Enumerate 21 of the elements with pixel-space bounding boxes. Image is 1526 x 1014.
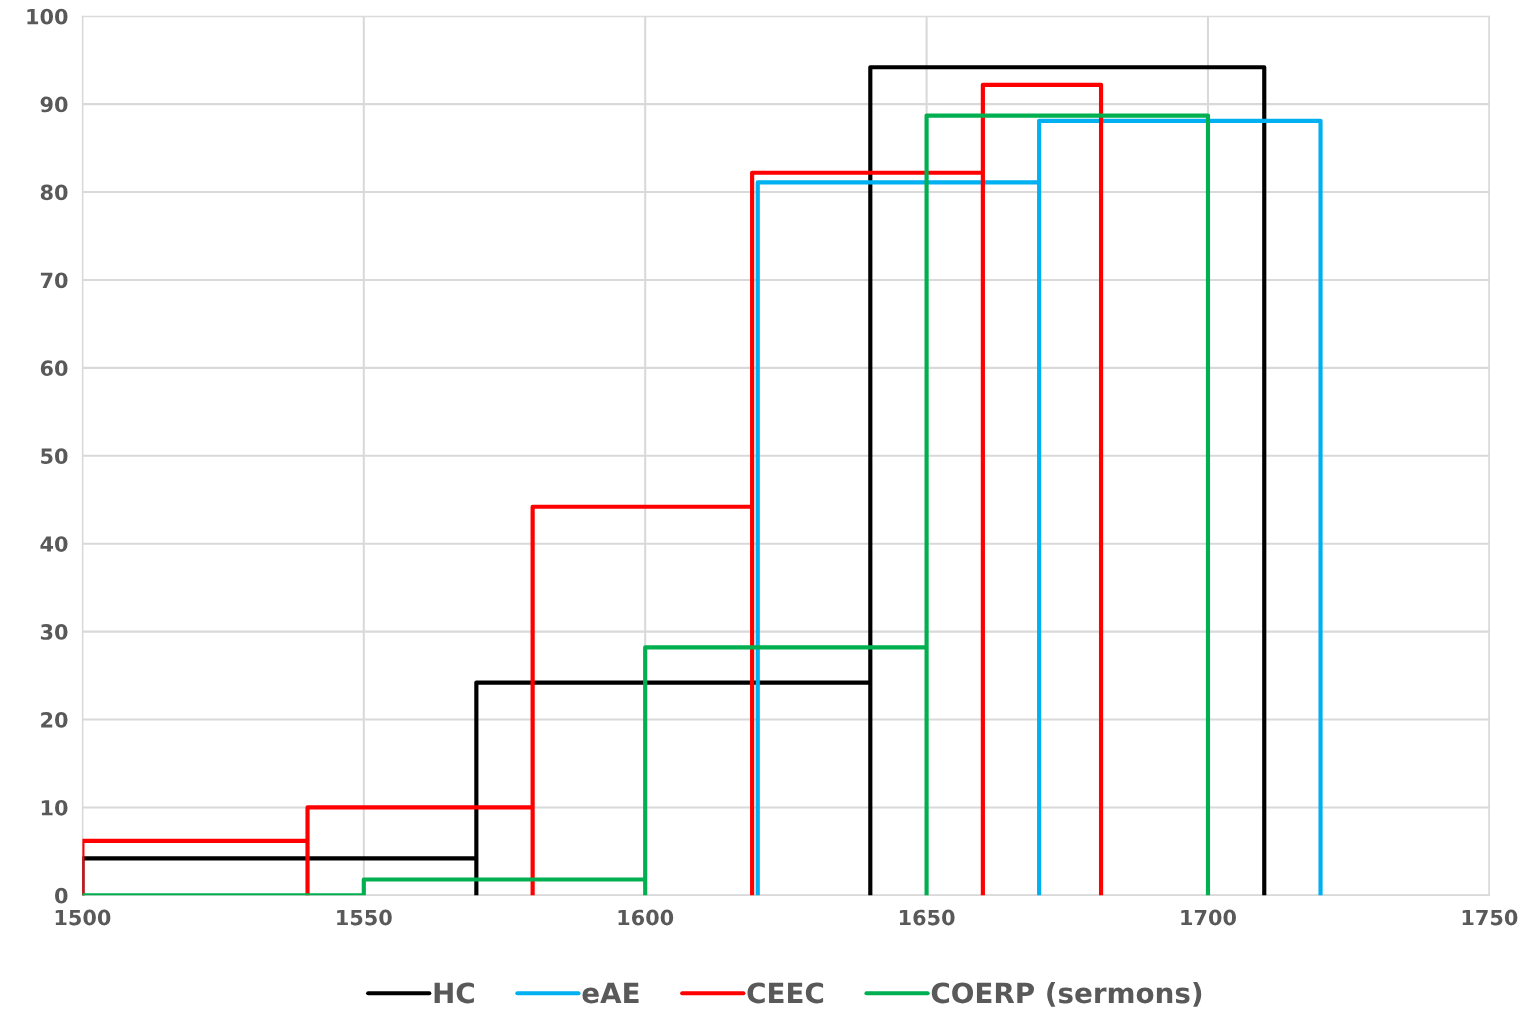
y-tick-label: 100 [27,8,68,25]
legend-label: COERP (sermons) [931,981,1202,1007]
legend-label: eAE [582,982,639,1004]
x-tick-label: 1650 [899,909,955,926]
y-tick-label: 80 [40,184,68,201]
y-tick-label: 10 [41,799,68,816]
y-tick-label: 50 [41,448,68,464]
y-tick-label: 40 [40,536,68,552]
legend-label: CEEC [747,982,824,1004]
y-tick-label: 60 [40,360,68,377]
y-tick-label: 30 [40,624,68,640]
y-tick-label: 20 [41,711,68,728]
x-tick-label: 1550 [337,909,392,926]
x-tick-label: 1750 [1462,909,1518,926]
x-tick-label: 1700 [1181,909,1236,926]
y-tick-label: 70 [40,272,68,289]
x-tick-label: 1600 [618,909,674,926]
x-tick-label: 1500 [55,909,111,926]
y-tick-label: 0 [55,887,68,904]
y-tick-label: 90 [40,96,68,113]
legend-label: HC [434,982,474,1004]
